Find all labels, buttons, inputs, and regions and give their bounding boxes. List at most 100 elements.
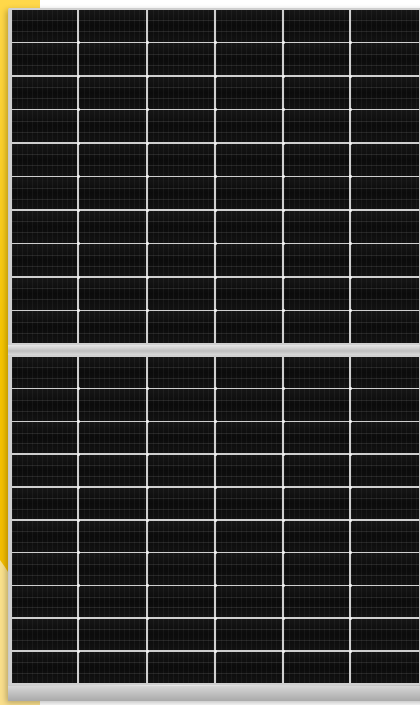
cell-busbar xyxy=(148,232,214,234)
cell-busbar xyxy=(216,131,282,133)
cell-junction-dot xyxy=(145,485,149,489)
cell-busbar xyxy=(12,232,77,234)
cell-junction-dot xyxy=(145,387,149,391)
solar-cell xyxy=(79,143,146,176)
cell-busbar xyxy=(148,377,214,379)
solar-cell xyxy=(351,651,419,683)
cell-busbar xyxy=(284,198,349,200)
cell-junction-dot xyxy=(213,584,217,588)
solar-cell xyxy=(351,487,419,519)
cell-junction-dot xyxy=(76,41,80,44)
cell-busbar xyxy=(79,299,146,301)
cell-junction-dot xyxy=(145,551,149,555)
cell-junction-dot xyxy=(348,74,352,78)
cell-busbar xyxy=(351,53,419,55)
cell-busbar xyxy=(216,265,282,267)
cell-busbar xyxy=(351,98,419,100)
cell-busbar xyxy=(12,64,77,66)
cell-busbar xyxy=(216,20,282,22)
solar-cell xyxy=(216,177,282,209)
cell-busbar xyxy=(216,662,282,664)
solar-cell xyxy=(12,356,77,388)
solar-cell xyxy=(79,177,146,209)
cell-busbar xyxy=(12,399,77,401)
cell-busbar xyxy=(351,410,419,412)
cell-busbar xyxy=(284,498,349,500)
cell-busbar xyxy=(351,120,419,122)
solar-cell xyxy=(12,553,77,585)
cell-busbar xyxy=(79,541,146,543)
cell-busbar xyxy=(216,399,282,401)
solar-cell xyxy=(12,389,77,421)
cell-busbar xyxy=(284,607,349,609)
solar-cell xyxy=(284,356,349,388)
cell-busbar xyxy=(12,31,77,33)
cell-junction-dot xyxy=(76,551,80,555)
cell-busbar xyxy=(79,640,146,642)
cell-busbar xyxy=(284,432,349,434)
cell-busbar xyxy=(79,120,146,122)
cell-busbar xyxy=(79,366,146,368)
cell-busbar xyxy=(351,198,419,200)
solar-cell xyxy=(284,110,349,142)
solar-cell xyxy=(79,356,146,388)
cell-junction-dot xyxy=(281,108,285,111)
cell-busbar xyxy=(284,321,349,323)
cell-junction-dot xyxy=(76,616,80,620)
cell-busbar xyxy=(351,165,419,167)
cell-busbar xyxy=(284,154,349,156)
cell-busbar xyxy=(12,563,77,565)
cell-busbar xyxy=(284,673,349,675)
cell-junction-dot xyxy=(76,649,80,653)
cell-busbar xyxy=(12,432,77,434)
cell-junction-dot xyxy=(145,41,149,44)
solar-cell xyxy=(351,618,419,651)
solar-cell xyxy=(12,43,77,75)
cell-busbar xyxy=(216,607,282,609)
solar-cell xyxy=(284,553,349,585)
solar-cell xyxy=(351,244,419,276)
cell-busbar xyxy=(79,432,146,434)
cell-junction-dot xyxy=(281,616,285,620)
solar-cell xyxy=(351,43,419,75)
cell-busbar xyxy=(351,187,419,189)
cell-junction-dot xyxy=(213,41,217,44)
cell-busbar xyxy=(79,498,146,500)
cell-junction-dot xyxy=(281,518,285,522)
cell-junction-dot xyxy=(213,242,217,245)
solar-cell xyxy=(216,110,282,142)
cell-busbar xyxy=(79,154,146,156)
solar-cell xyxy=(216,43,282,75)
cell-busbar xyxy=(148,673,214,675)
solar-cell xyxy=(79,389,146,421)
solar-cell xyxy=(79,244,146,276)
solar-cell xyxy=(351,553,419,585)
cell-busbar xyxy=(351,366,419,368)
cell-junction-dot xyxy=(76,518,80,522)
cell-busbar xyxy=(351,87,419,89)
solar-cell xyxy=(351,356,419,388)
cell-busbar xyxy=(216,31,282,33)
cell-busbar xyxy=(284,98,349,100)
cell-busbar xyxy=(148,563,214,565)
cell-busbar xyxy=(12,498,77,500)
cell-junction-dot xyxy=(281,387,285,391)
cell-busbar xyxy=(284,165,349,167)
cell-busbar xyxy=(12,288,77,290)
solar-cell xyxy=(284,277,349,310)
cell-busbar xyxy=(216,530,282,532)
cell-junction-dot xyxy=(145,275,149,279)
solar-cell xyxy=(284,311,349,343)
cell-busbar xyxy=(12,265,77,267)
cell-junction-dot xyxy=(281,420,285,424)
cell-busbar xyxy=(284,332,349,334)
cell-busbar xyxy=(79,607,146,609)
cell-busbar xyxy=(148,596,214,598)
cell-busbar xyxy=(284,574,349,576)
solar-cell xyxy=(216,143,282,176)
cell-busbar xyxy=(148,541,214,543)
cell-junction-dot xyxy=(348,387,352,391)
cell-busbar xyxy=(216,563,282,565)
cell-junction-dot xyxy=(76,309,80,312)
